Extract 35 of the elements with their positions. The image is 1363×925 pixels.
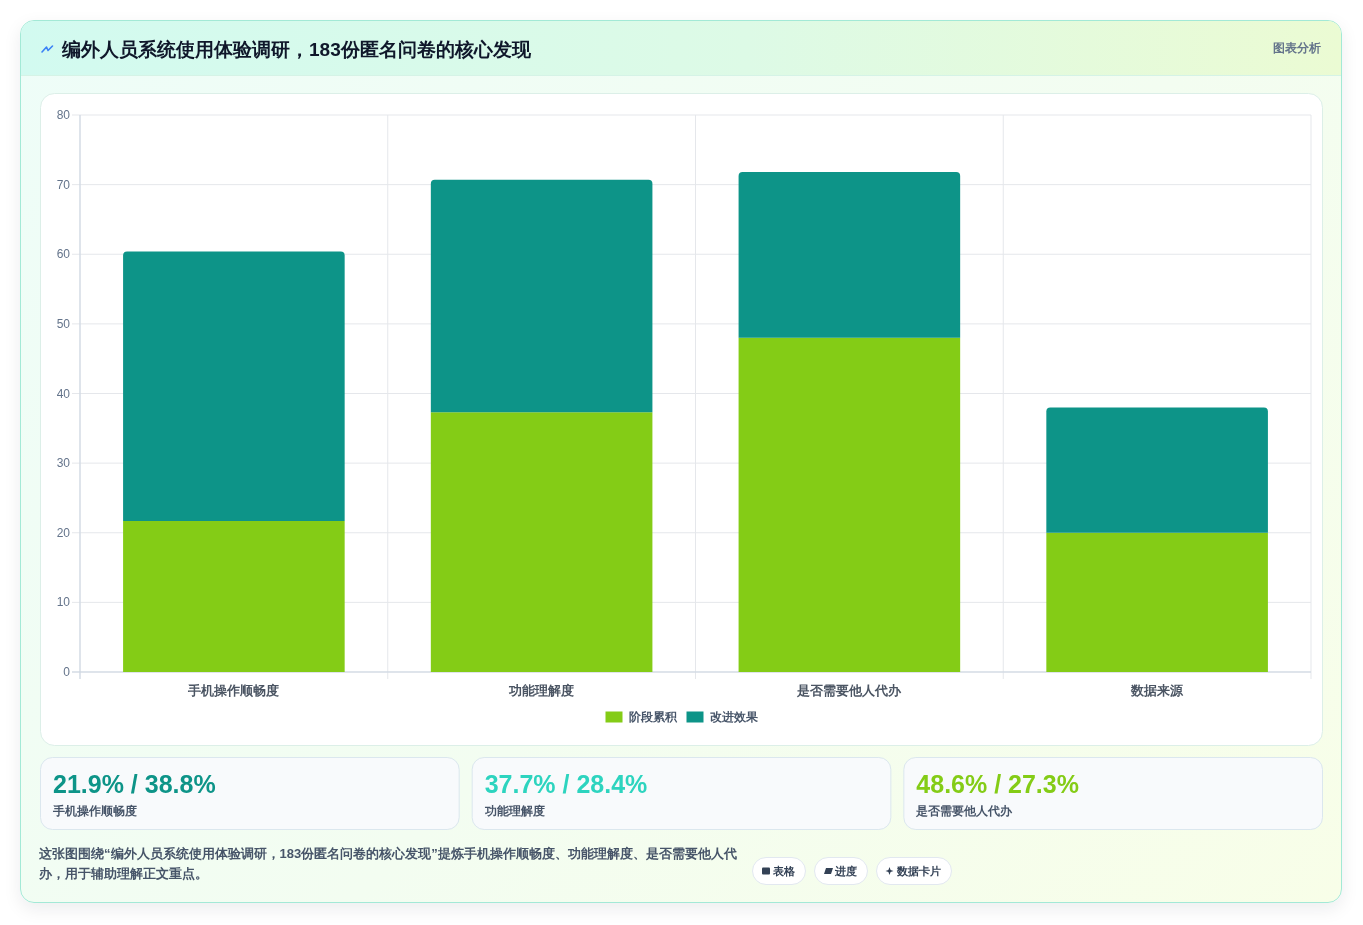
- y-tick-label: 70: [56, 177, 71, 192]
- y-tick-label: 10: [56, 595, 71, 610]
- y-tick-label: 50: [56, 316, 71, 331]
- y-tick-label: 60: [56, 247, 71, 262]
- y-tick-label: 0: [63, 665, 71, 679]
- text: 表格: [772, 865, 796, 877]
- text: 21.9% / 38.8%: [53, 770, 216, 798]
- text: 48.6% / 27.3%: [916, 770, 1079, 798]
- bar: [123, 251, 345, 521]
- x-tick-label: 功能理解度: [508, 682, 575, 698]
- x-tick-label: 是否需要他人代办: [796, 682, 903, 698]
- text: 功能理解度: [483, 804, 545, 818]
- chart-title: 编外人员系统使用体验调研，183份匿名问卷的核心发现: [61, 39, 532, 60]
- bar: [430, 412, 653, 672]
- bar: [430, 179, 653, 413]
- text: 37.7% / 28.4%: [484, 770, 648, 798]
- y-tick-label: 40: [56, 386, 71, 401]
- text: 数据卡片: [896, 865, 941, 877]
- bar: [738, 172, 961, 338]
- text: 手机操作顺畅度: [52, 804, 137, 818]
- legend-label: 改进效果: [709, 710, 759, 724]
- text: 是否需要他人代办: [915, 804, 1014, 818]
- y-tick-label: 30: [56, 456, 71, 471]
- text: 图表分析: [1273, 41, 1321, 55]
- x-tick-label: 数据来源: [1130, 682, 1185, 698]
- text: 这张图围绕“编外人员系统使用体验调研，183份匿名问卷的核心发现”提炼手机操作顺畅度、功能理解度、是否需要他人代办，用于辅助理解正文重点。: [39, 845, 738, 883]
- y-tick-label: 20: [56, 525, 71, 540]
- text: 进度: [834, 865, 857, 877]
- y-tick-label: 80: [56, 108, 71, 122]
- x-tick-label: 手机操作顺畅度: [187, 682, 280, 698]
- bar: [1046, 532, 1268, 672]
- bar: [123, 520, 345, 672]
- bar: [738, 337, 961, 672]
- bar: [1046, 407, 1268, 533]
- legend-label: 阶段累积: [628, 710, 678, 724]
